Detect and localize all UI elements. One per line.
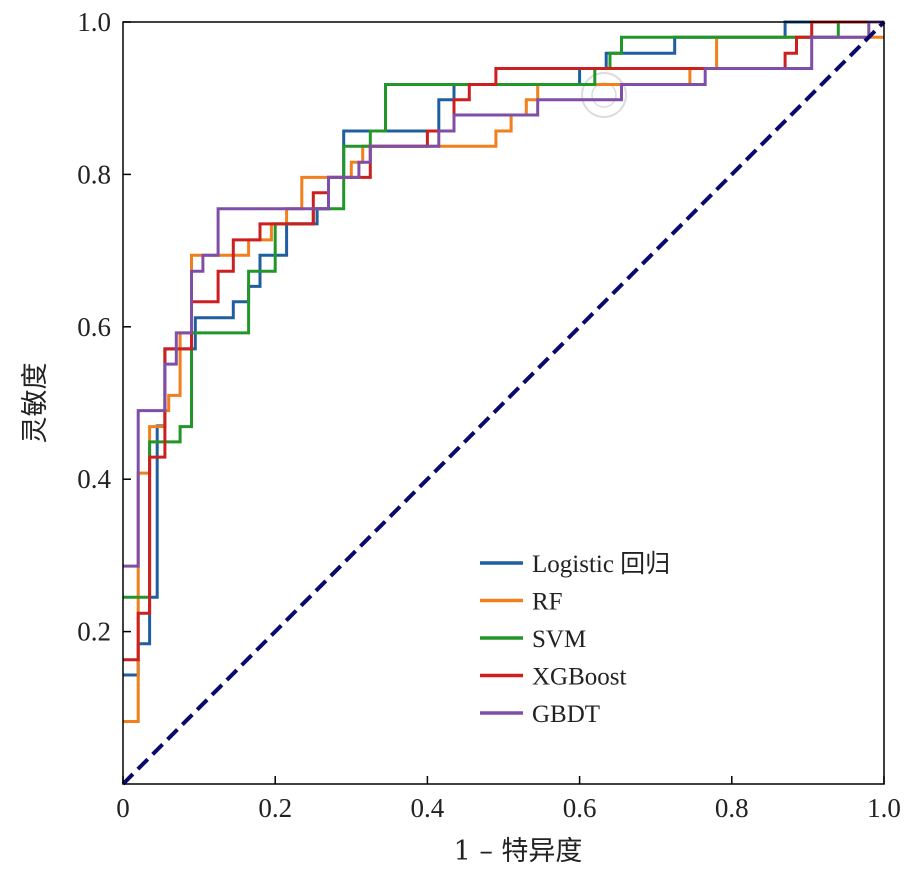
legend-label-3: SVM [532, 626, 586, 653]
legend-label-4: XGBoost [532, 664, 627, 691]
series-line-2 [123, 35, 884, 723]
y-tick-label-1: 0.2 [77, 617, 111, 647]
y-tick-label-3: 0.6 [77, 312, 111, 342]
watermark-seal-icon [581, 72, 627, 118]
y-axis-label: 灵敏度 [20, 363, 51, 444]
watermark [581, 72, 627, 118]
x-tick-label-3: 0.4 [411, 793, 445, 823]
x-tick-label-6: 1.0 [867, 793, 901, 823]
x-tick-label-1: 0 [116, 793, 130, 823]
series-line-5 [123, 20, 884, 568]
series-line-1 [123, 20, 884, 677]
x-axis-label: 1 – 特异度 [454, 836, 583, 867]
axes: 0 0.2 0.4 0.6 0.8 1.0 0.2 0.4 0.6 0.8 1.0 [77, 7, 901, 823]
legend-label-1: Logistic 回归 [532, 550, 670, 578]
watermark-seal-inner [591, 82, 617, 108]
reference-diagonal-line [121, 20, 886, 786]
legend: Logistic 回归 RF SVM XGBoost GBDT [480, 550, 670, 728]
plot-area [121, 20, 886, 786]
series-line-3 [123, 20, 884, 599]
axes-frame [122, 21, 885, 785]
x-tick-label-5: 0.8 [715, 793, 749, 823]
legend-label-2: RF [532, 589, 563, 616]
y-tick-label-2: 0.4 [77, 464, 111, 494]
x-tick-label-4: 0.6 [563, 793, 597, 823]
legend-label-5: GBDT [532, 701, 600, 728]
y-tick-label-4: 0.8 [77, 159, 111, 189]
y-tick-label-5: 1.0 [77, 7, 111, 37]
x-tick-label-2: 0.2 [258, 793, 292, 823]
